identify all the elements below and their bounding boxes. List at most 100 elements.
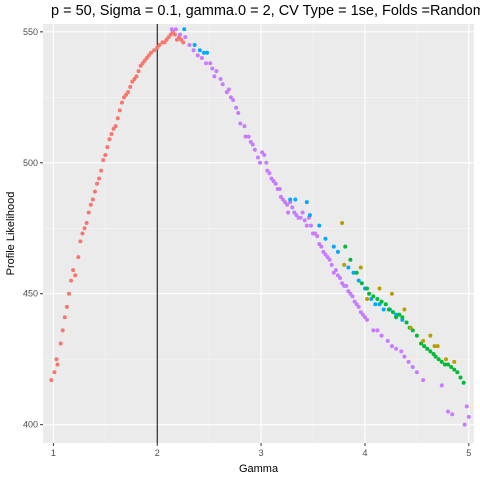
data-point [385,338,390,343]
data-point [78,239,83,244]
data-point [452,367,457,372]
data-point [365,286,370,291]
data-point [379,333,384,338]
data-point [308,223,313,228]
x-tick-label: 2 [155,448,160,458]
data-point [344,283,349,288]
data-point [432,344,437,349]
data-point [449,365,454,370]
data-point [414,333,419,338]
data-point [288,197,293,202]
data-point [234,105,239,110]
x-tick-label: 1 [51,448,56,458]
data-point [192,42,197,47]
data-point [103,152,108,157]
data-point [386,307,391,312]
data-point [408,325,413,330]
data-point [442,362,447,367]
data-point [208,61,213,66]
data-point [136,69,141,74]
data-point [404,320,409,325]
data-point [97,176,102,181]
data-point [66,291,71,296]
data-point [371,294,376,299]
data-point [397,312,402,317]
data-point [64,304,69,309]
data-point [92,189,97,194]
data-point [400,315,405,320]
data-point [205,50,210,55]
plot-panel [43,24,474,443]
data-point [191,48,196,53]
data-point [273,181,278,186]
data-point [304,223,309,228]
data-point [255,155,260,160]
data-point [182,27,187,32]
data-point [80,231,85,236]
data-point [119,100,124,105]
data-point [394,315,399,320]
data-point [71,268,76,273]
data-point [304,200,309,205]
data-point [49,378,54,383]
data-point [329,262,334,267]
x-tick-label: 5 [466,448,471,458]
data-point [462,422,467,427]
data-point [379,299,384,304]
data-point [389,344,394,349]
data-point [210,66,215,71]
data-point [338,276,343,281]
data-point [446,409,451,414]
data-point [243,134,248,139]
data-point [277,186,282,191]
data-point [458,375,463,380]
x-tick-label: 3 [259,448,264,458]
x-axis-ticks: 1 2 3 4 5 [51,443,471,458]
data-point [218,76,223,81]
data-point [435,344,440,349]
data-point [302,218,307,223]
data-point [421,338,426,343]
data-point [331,244,336,249]
data-point [346,265,351,270]
data-point [410,365,415,370]
data-point [394,346,399,351]
y-tick-label: 550 [23,27,38,37]
y-tick-label: 500 [23,158,38,168]
data-point [181,40,186,45]
data-point [343,244,348,249]
data-point [58,341,63,346]
data-point [428,333,433,338]
data-point [317,223,322,228]
data-points [49,27,471,427]
data-point [109,131,114,136]
data-point [258,160,263,165]
data-point [117,108,122,113]
data-point [422,344,427,349]
data-point [76,255,81,260]
data-point [220,82,225,87]
data-point [226,87,231,92]
data-point [439,383,444,388]
data-point [348,257,353,262]
data-point [107,137,112,142]
data-point [204,61,209,66]
data-point [367,291,372,296]
data-point [169,27,174,32]
y-axis-title: Profile Likelihood [5,192,17,276]
data-point [242,124,247,129]
data-point [195,53,200,58]
data-point [214,69,219,74]
data-point [421,378,426,383]
data-point [298,215,303,220]
data-point [293,197,298,202]
data-point [54,357,59,362]
data-point [290,205,295,210]
data-point [231,97,236,102]
data-point [82,226,87,231]
data-point [128,84,133,89]
data-point [373,302,378,307]
data-point [197,48,202,53]
data-point [62,315,67,320]
